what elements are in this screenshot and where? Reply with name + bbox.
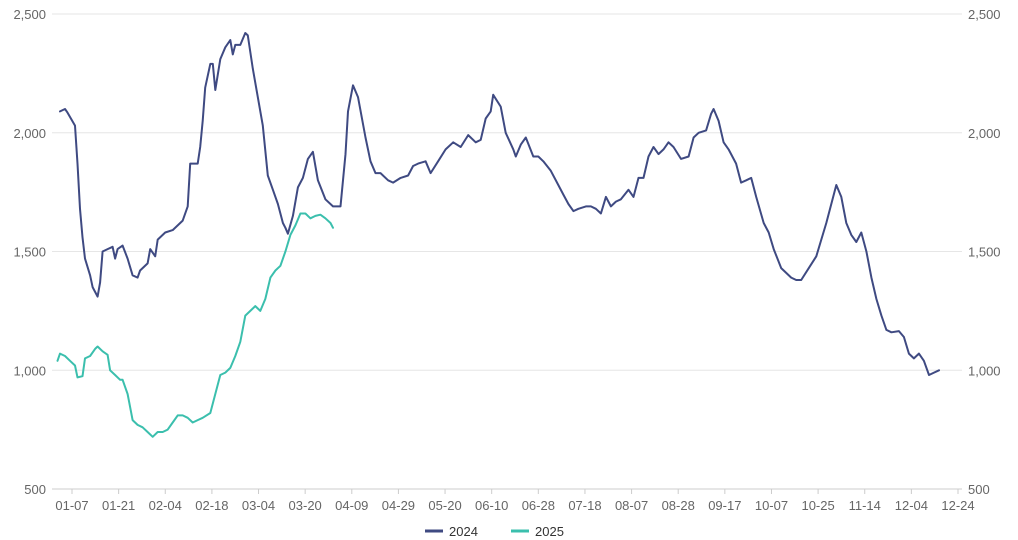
x-tick-label: 08-07 bbox=[615, 498, 648, 513]
x-tick-label: 01-07 bbox=[55, 498, 88, 513]
x-tick-label: 05-20 bbox=[428, 498, 461, 513]
x-tick-label: 03-04 bbox=[242, 498, 275, 513]
y-tick-label-left: 1,000 bbox=[13, 363, 46, 378]
x-tick-label: 02-04 bbox=[149, 498, 182, 513]
x-tick-label: 06-10 bbox=[475, 498, 508, 513]
x-tick-label: 12-04 bbox=[895, 498, 928, 513]
y-axis-right: 500 1,000 1,500 2,000 2,500 bbox=[968, 7, 1001, 497]
x-tick-label: 07-18 bbox=[568, 498, 601, 513]
y-tick-label-right: 1,000 bbox=[968, 363, 1001, 378]
y-tick-label-left: 1,500 bbox=[13, 245, 46, 260]
x-tick-label: 04-09 bbox=[335, 498, 368, 513]
y-tick-label-left: 2,000 bbox=[13, 126, 46, 141]
y-tick-label-right: 1,500 bbox=[968, 245, 1001, 260]
y-tick-label-right: 500 bbox=[968, 482, 990, 497]
legend-item-2024[interactable]: 2024 bbox=[425, 524, 478, 539]
grid bbox=[52, 13, 962, 490]
x-tick-label: 08-28 bbox=[662, 498, 695, 513]
x-axis: 01-07 01-21 02-04 02-18 03-04 03-20 04-09 04-29… bbox=[55, 489, 975, 513]
x-tick-label: 02-18 bbox=[195, 498, 228, 513]
x-tick-label: 04-29 bbox=[382, 498, 415, 513]
x-tick-label: 01-21 bbox=[102, 498, 135, 513]
x-tick-label: 11-14 bbox=[849, 498, 881, 513]
x-tick-label: 10-25 bbox=[801, 498, 834, 513]
legend-label: 2025 bbox=[535, 524, 564, 539]
x-tick-label: 12-24 bbox=[941, 498, 974, 513]
y-tick-label-left: 2,500 bbox=[13, 7, 46, 22]
y-axis-left: 500 1,000 1,500 2,000 2,500 bbox=[13, 7, 46, 497]
legend-label: 2024 bbox=[449, 524, 478, 539]
series-line-2025 bbox=[56, 212, 334, 438]
y-tick-label-right: 2,000 bbox=[968, 126, 1001, 141]
x-tick-label: 10-07 bbox=[755, 498, 788, 513]
series-line-2024 bbox=[59, 32, 940, 376]
legend-item-2025[interactable]: 2025 bbox=[511, 524, 564, 539]
y-tick-label-right: 2,500 bbox=[968, 7, 1001, 22]
x-tick-label: 09-17 bbox=[708, 498, 741, 513]
series-lines bbox=[56, 32, 940, 438]
x-tick-label: 03-20 bbox=[289, 498, 322, 513]
y-tick-label-left: 500 bbox=[24, 482, 46, 497]
x-tick-label: 06-28 bbox=[522, 498, 555, 513]
legend[interactable]: 2024 2025 bbox=[425, 524, 564, 539]
